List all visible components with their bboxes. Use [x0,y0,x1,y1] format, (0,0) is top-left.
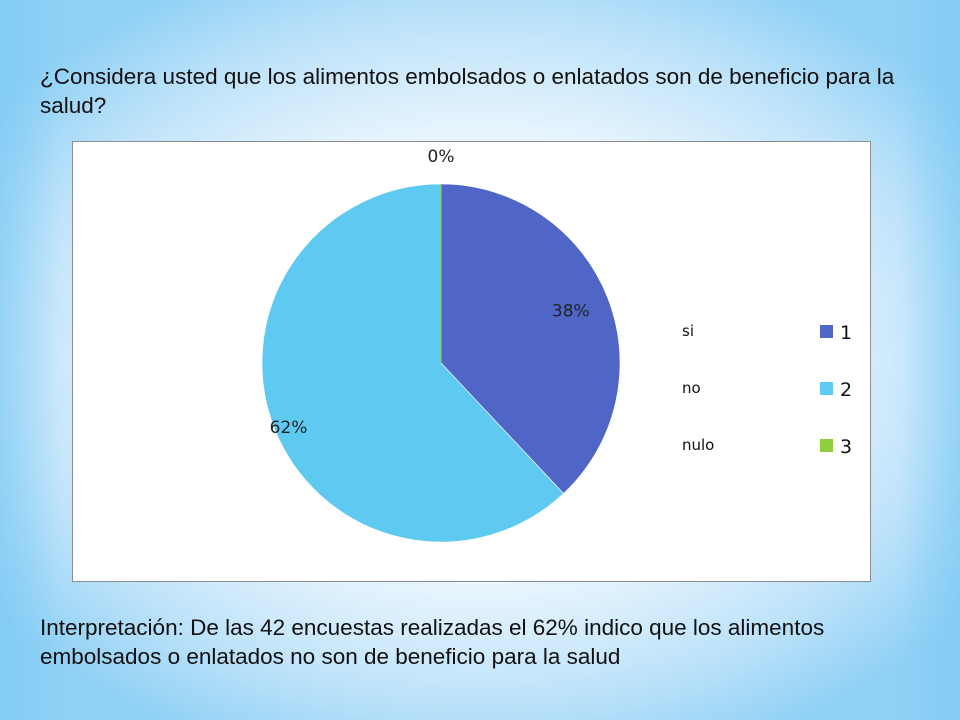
legend-label-3: 3 [840,436,852,458]
legend-swatch-3 [820,439,833,452]
legend-label-2: 2 [840,379,852,401]
data-label-2: 62% [270,418,308,438]
interpretation-text: Interpretación: De las 42 encuestas real… [40,615,825,669]
pie-chart-area: 38% 62% 0% si no nulo 1 2 3 [72,141,871,582]
legend-label-1: 1 [840,322,852,344]
legend-swatch-1 [820,325,833,338]
pie-slice-2 [261,183,564,543]
question-text: ¿Considera usted que los alimentos embol… [40,64,895,118]
side-label-si: si [682,322,694,340]
side-label-no: no [682,379,701,397]
side-label-nulo: nulo [682,436,714,454]
data-label-1: 38% [552,302,590,322]
data-label-3: 0% [428,147,455,167]
pie-chart: 38% 62% 0% si no nulo 1 2 3 [261,147,852,543]
legend-swatch-2 [820,382,833,395]
pie-slice-1 [440,183,621,494]
